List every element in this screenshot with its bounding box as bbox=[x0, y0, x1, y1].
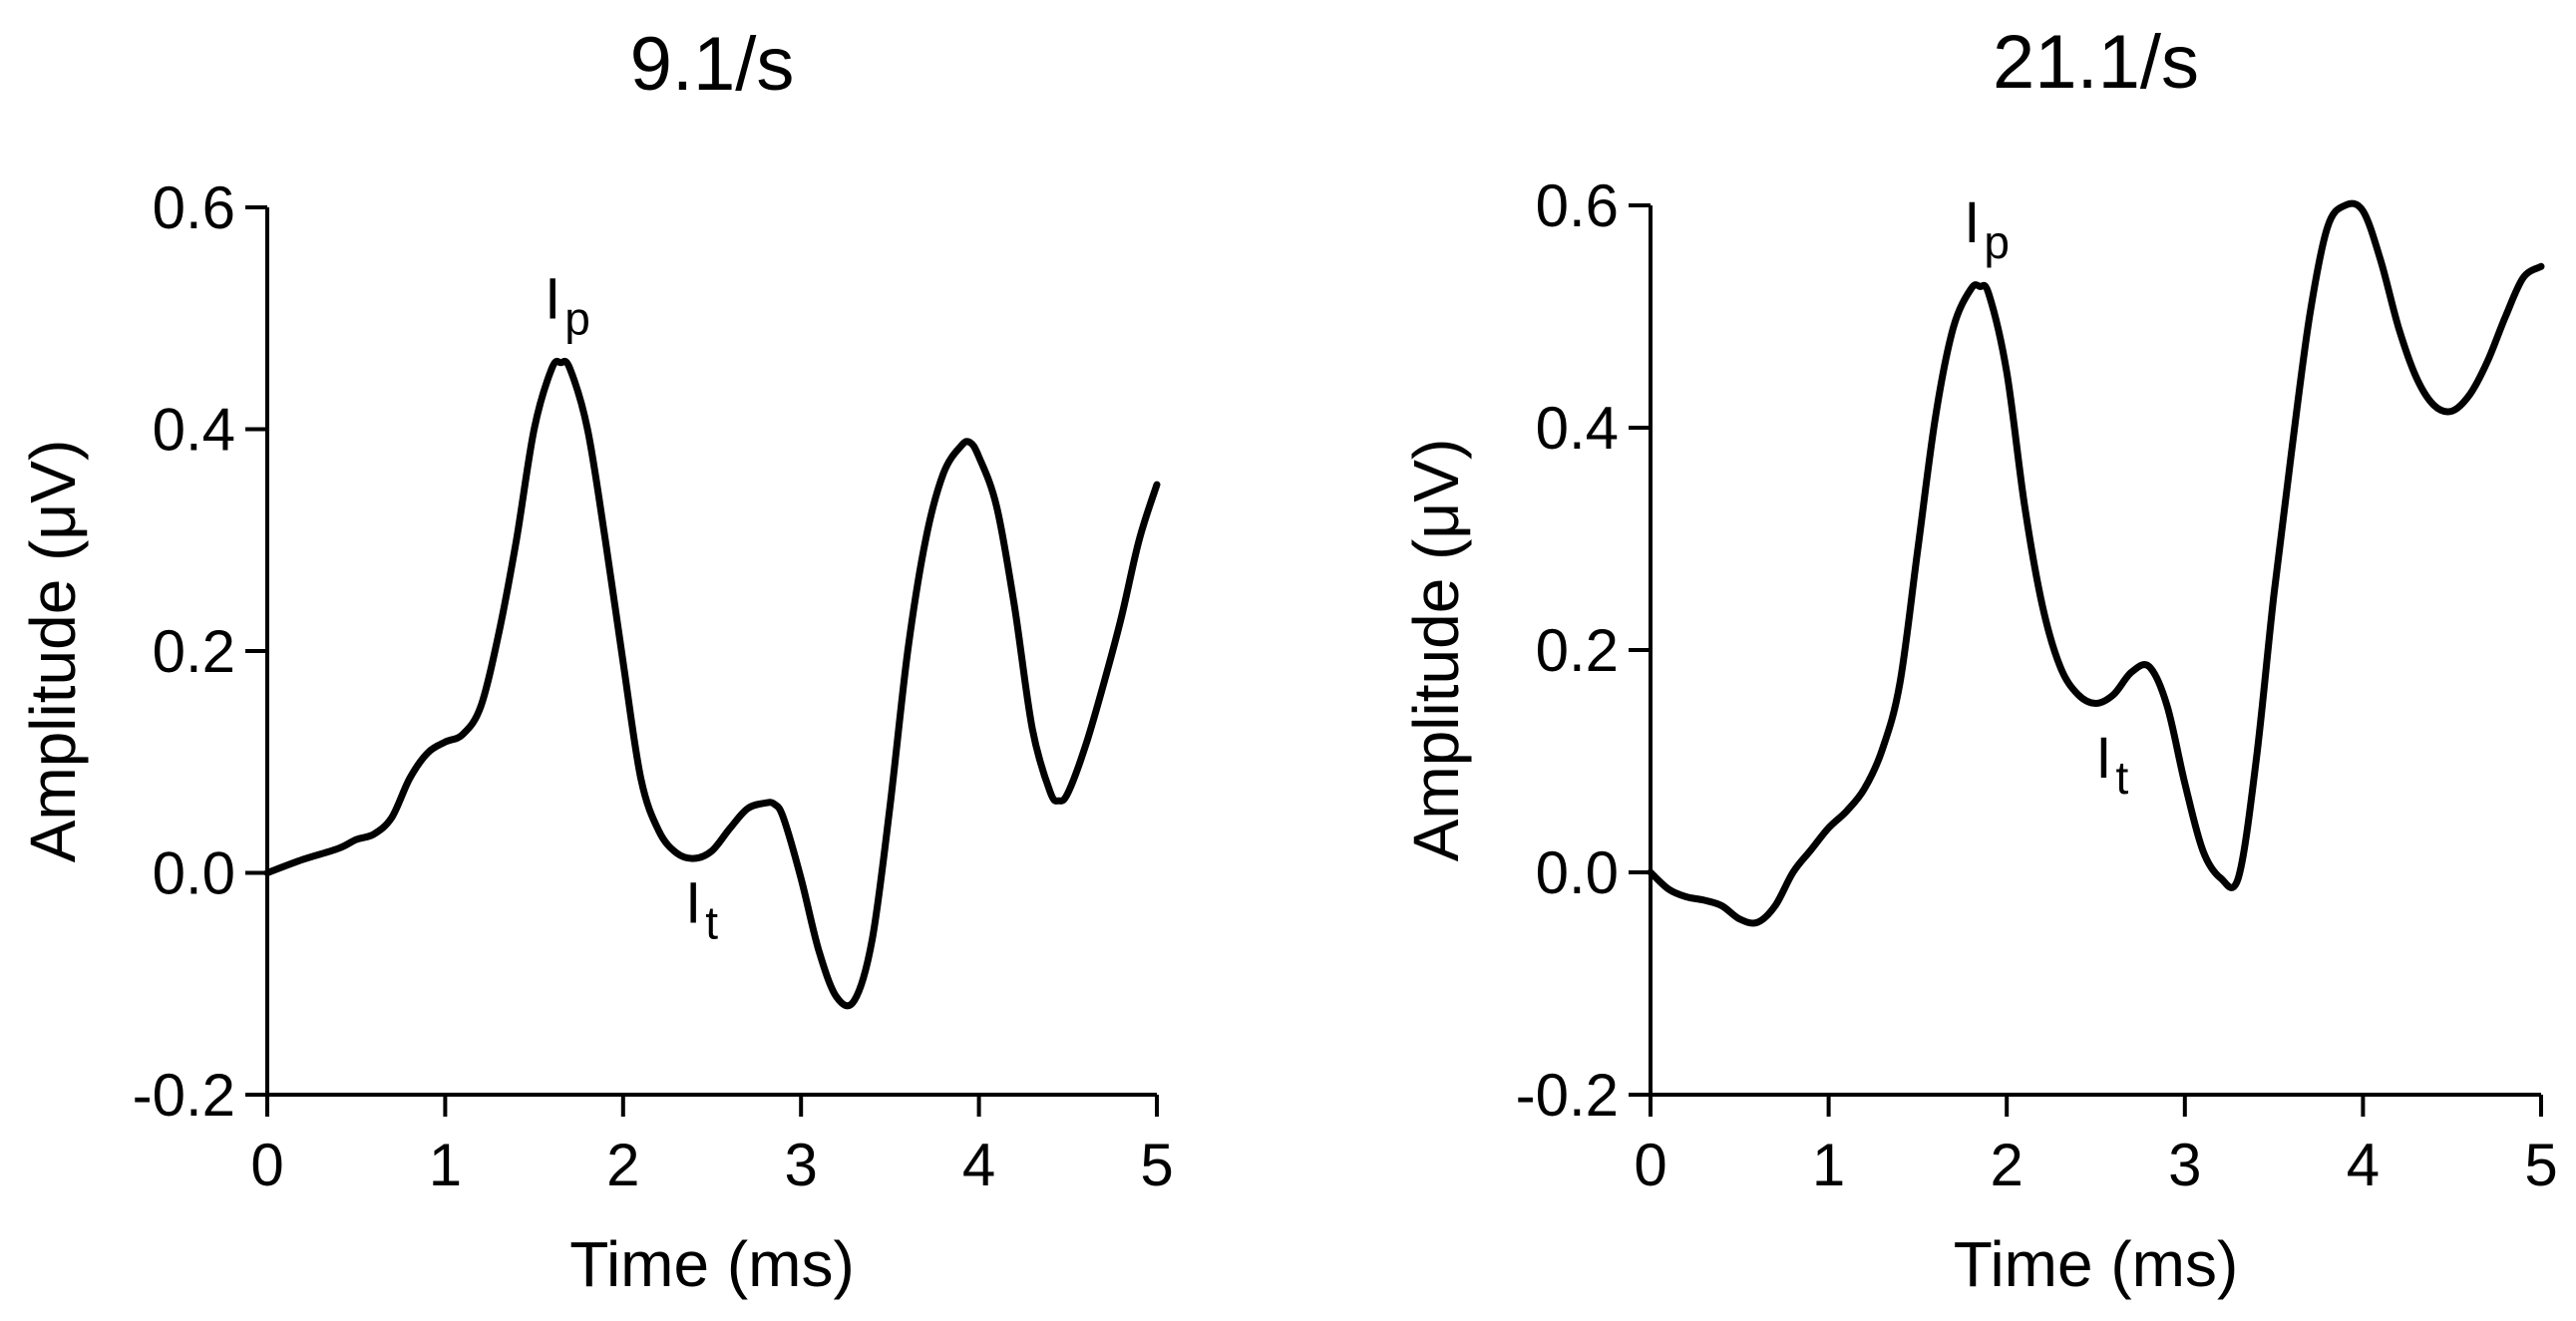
y-tick-label-right: 0.6 bbox=[1536, 172, 1619, 239]
y-tick-label-left: -0.2 bbox=[133, 1062, 235, 1129]
x-tick-label-left: 1 bbox=[429, 1132, 462, 1198]
y-tick-label-left: 0.2 bbox=[153, 618, 235, 685]
x-tick-label-right: 5 bbox=[2524, 1132, 2557, 1198]
x-tick-label-right: 4 bbox=[2347, 1132, 2380, 1198]
x-tick-label-right: 3 bbox=[2168, 1132, 2201, 1198]
y-tick-label-left: 0.0 bbox=[153, 840, 235, 907]
y-tick-label-right: 0.4 bbox=[1536, 395, 1619, 462]
y-axis-label-left: Amplitude (μV) bbox=[17, 440, 89, 863]
annotation-label: I bbox=[2095, 726, 2111, 791]
x-tick-label-right: 0 bbox=[1634, 1132, 1666, 1198]
x-tick-label-left: 4 bbox=[962, 1132, 995, 1198]
annotation-subscript: t bbox=[705, 897, 718, 949]
y-tick-label-right: 0.0 bbox=[1536, 839, 1619, 906]
y-axis-label-right: Amplitude (μV) bbox=[1400, 439, 1472, 862]
x-tick-label-left: 5 bbox=[1140, 1132, 1173, 1198]
y-tick-label-right: 0.2 bbox=[1536, 617, 1619, 684]
chart-title-right: 21.1/s bbox=[1993, 20, 2199, 105]
x-axis-label-right: Time (ms) bbox=[1954, 1228, 2239, 1300]
annotation-subscript: t bbox=[2115, 752, 2128, 804]
x-axis-label-left: Time (ms) bbox=[569, 1228, 855, 1300]
y-tick-label-left: 0.6 bbox=[153, 174, 235, 241]
annotation-It-left: It bbox=[685, 871, 718, 949]
chart-title-left: 9.1/s bbox=[630, 22, 795, 107]
x-tick-label-right: 2 bbox=[1991, 1132, 2024, 1198]
x-tick-label-left: 3 bbox=[785, 1132, 818, 1198]
chart-panel-left: 9.1/s -0.2 0.0 0.2 0.4 0.6 0 1 2 3 4 5 Time (ms) Ampl… bbox=[17, 22, 1174, 1300]
annotation-label: I bbox=[1964, 190, 1980, 255]
annotation-subscript: p bbox=[1984, 216, 2010, 268]
annotation-Ip-right: Ip bbox=[1964, 190, 2010, 268]
annotation-label: I bbox=[545, 266, 560, 331]
annotation-subscript: p bbox=[564, 292, 590, 344]
series-line-left bbox=[263, 357, 1161, 1010]
chart-panel-right: 21.1/s -0.2 0.0 0.2 0.4 0.6 0 1 2 3 4 5 Time (ms) Amp… bbox=[1400, 20, 2558, 1300]
annotation-It-right: It bbox=[2095, 726, 2128, 804]
x-tick-label-left: 0 bbox=[250, 1132, 283, 1198]
annotation-label: I bbox=[685, 871, 701, 936]
y-tick-label-right: -0.2 bbox=[1516, 1062, 1619, 1129]
y-tick-label-left: 0.4 bbox=[153, 397, 235, 464]
series-line-right bbox=[1647, 199, 2545, 927]
annotation-Ip-left: Ip bbox=[545, 266, 590, 344]
x-tick-label-right: 1 bbox=[1812, 1132, 1845, 1198]
x-tick-label-left: 2 bbox=[606, 1132, 639, 1198]
